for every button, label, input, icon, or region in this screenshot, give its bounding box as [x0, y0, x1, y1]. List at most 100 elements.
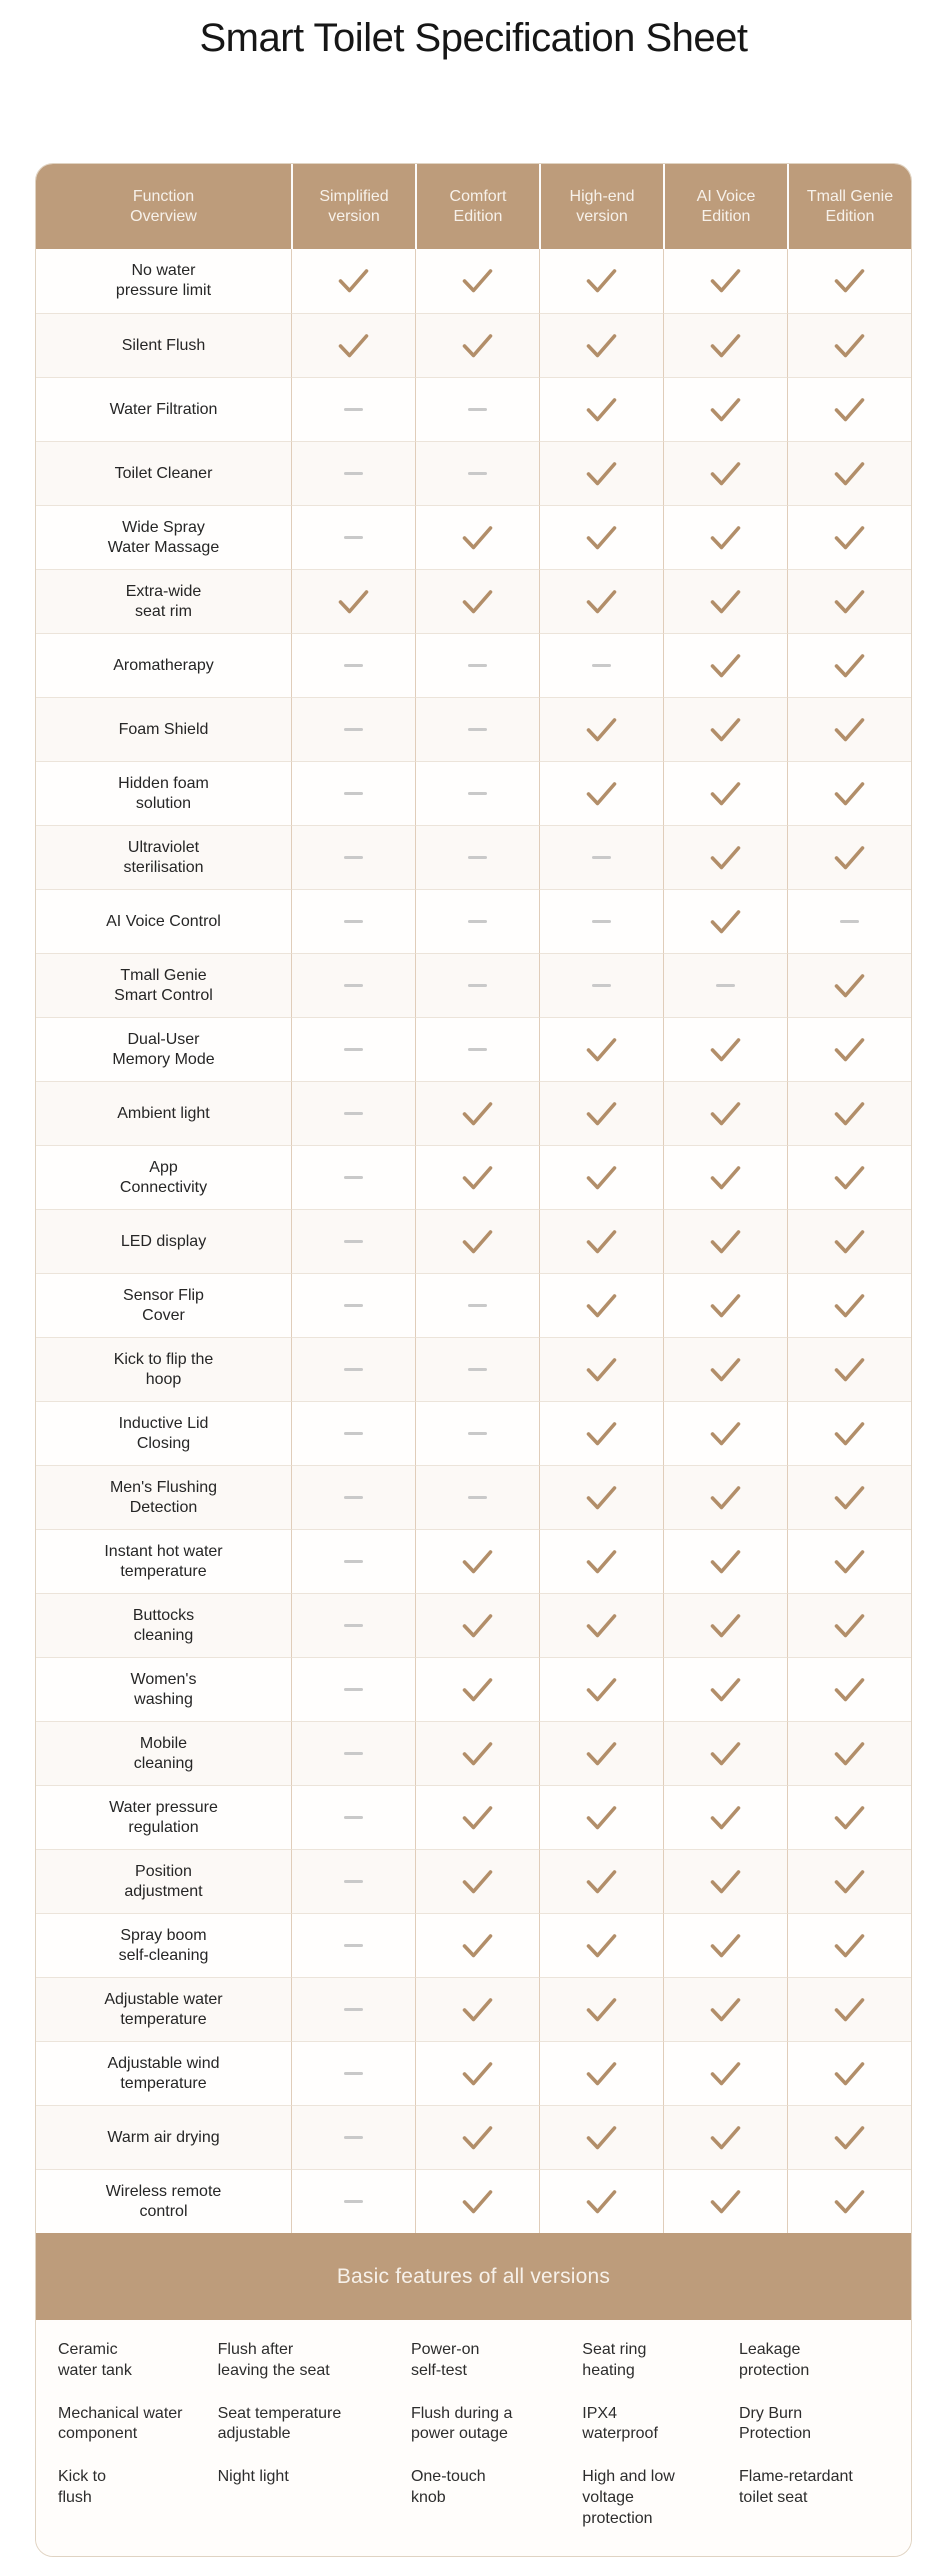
check-cell — [539, 1017, 663, 1081]
dash-icon — [468, 920, 487, 923]
check-cell — [787, 1913, 911, 1977]
check-cell — [291, 569, 415, 633]
check-icon — [834, 653, 865, 677]
check-icon — [834, 1485, 865, 1509]
dash-cell — [663, 953, 787, 1017]
basic-feature-item: Night light — [217, 2468, 289, 2486]
check-icon — [710, 1549, 741, 1573]
check-cell — [539, 505, 663, 569]
dash-icon — [344, 472, 363, 475]
feature-label: Water pressure regulation — [36, 1785, 291, 1849]
check-cell — [539, 377, 663, 441]
check-icon — [834, 589, 865, 613]
check-cell — [539, 2105, 663, 2169]
feature-label: Buttocks cleaning — [36, 1593, 291, 1657]
dash-icon — [344, 1432, 363, 1435]
check-cell — [539, 1529, 663, 1593]
table-row: Water Filtration — [36, 377, 911, 441]
check-cell — [663, 1593, 787, 1657]
check-icon — [710, 1933, 741, 1957]
dash-icon — [344, 1240, 363, 1243]
check-icon — [710, 1997, 741, 2021]
dash-icon — [468, 472, 487, 475]
check-cell — [663, 1017, 787, 1081]
dash-cell — [415, 1465, 539, 1529]
check-icon — [586, 1101, 617, 1125]
check-icon — [834, 1229, 865, 1253]
dash-cell — [291, 2105, 415, 2169]
dash-icon — [344, 920, 363, 923]
dash-cell — [291, 1145, 415, 1209]
check-cell — [787, 633, 911, 697]
dash-icon — [468, 792, 487, 795]
table-row: LED display — [36, 1209, 911, 1273]
dash-icon — [344, 1368, 363, 1371]
dash-icon — [468, 1368, 487, 1371]
check-cell — [663, 633, 787, 697]
dash-icon — [344, 1816, 363, 1819]
check-cell — [663, 1401, 787, 1465]
feature-label: Ambient light — [36, 1081, 291, 1145]
check-icon — [586, 2189, 617, 2213]
basic-feature-item: Flush after leaving the seat — [217, 2341, 330, 2379]
check-icon — [586, 1741, 617, 1765]
dash-icon — [716, 984, 735, 987]
feature-label: Extra-wide seat rim — [36, 569, 291, 633]
check-cell — [663, 1273, 787, 1337]
check-icon — [710, 1485, 741, 1509]
dash-icon — [592, 856, 611, 859]
check-icon — [834, 1549, 865, 1573]
dash-icon — [344, 1176, 363, 1179]
dash-icon — [344, 2200, 363, 2203]
feature-label: Warm air drying — [36, 2105, 291, 2169]
check-cell — [539, 2169, 663, 2233]
dash-icon — [344, 1752, 363, 1755]
dash-icon — [344, 1304, 363, 1307]
check-icon — [834, 269, 865, 293]
check-icon — [586, 333, 617, 357]
check-cell — [663, 1977, 787, 2041]
check-cell — [663, 2105, 787, 2169]
check-icon — [586, 525, 617, 549]
check-cell — [787, 377, 911, 441]
check-cell — [539, 1721, 663, 1785]
basic-feature-item: Leakage protection — [738, 2341, 810, 2379]
dash-cell — [291, 1977, 415, 2041]
table-row: Wide Spray Water Massage — [36, 505, 911, 569]
check-cell — [415, 2105, 539, 2169]
table-row: Adjustable wind temperature — [36, 2041, 911, 2105]
dash-icon — [344, 1560, 363, 1563]
check-icon — [834, 1613, 865, 1637]
check-cell — [539, 1657, 663, 1721]
check-cell — [663, 1145, 787, 1209]
check-cell — [787, 1785, 911, 1849]
basic-feature-item: Power-on self-test — [410, 2341, 480, 2379]
check-cell — [787, 1529, 911, 1593]
check-cell — [415, 1785, 539, 1849]
table-row: App Connectivity — [36, 1145, 911, 1209]
check-cell — [663, 1209, 787, 1273]
check-cell — [663, 2041, 787, 2105]
check-cell — [787, 825, 911, 889]
check-icon — [834, 1805, 865, 1829]
dash-icon — [344, 664, 363, 667]
dash-cell — [539, 825, 663, 889]
dash-icon — [344, 1048, 363, 1051]
table-row: Water pressure regulation — [36, 1785, 911, 1849]
check-cell — [415, 1721, 539, 1785]
table-row: Spray boom self-cleaning — [36, 1913, 911, 1977]
check-icon — [834, 1357, 865, 1381]
check-cell — [787, 1849, 911, 1913]
check-cell — [787, 1017, 911, 1081]
dash-icon — [344, 856, 363, 859]
dash-cell — [415, 377, 539, 441]
check-cell — [415, 505, 539, 569]
table-row: Aromatherapy — [36, 633, 911, 697]
check-icon — [834, 333, 865, 357]
check-icon — [710, 589, 741, 613]
check-icon — [710, 909, 741, 933]
check-icon — [462, 1549, 493, 1573]
check-cell — [415, 313, 539, 377]
spec-table-card: Function Overview Simplified version Comfo… — [35, 163, 912, 2557]
check-cell — [415, 569, 539, 633]
